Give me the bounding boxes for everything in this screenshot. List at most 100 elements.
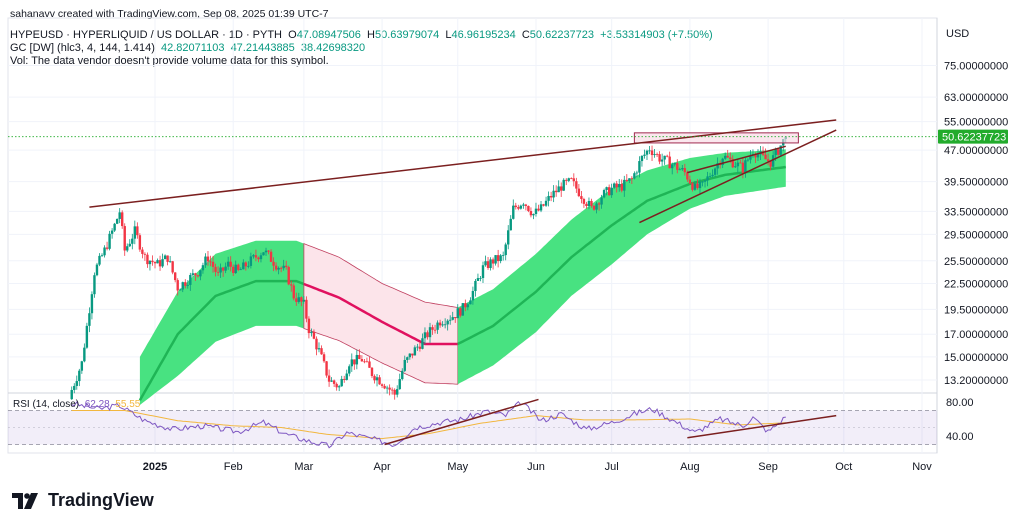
candle-body-down xyxy=(206,256,210,262)
candle-body-up xyxy=(350,359,353,367)
candle-body-down xyxy=(312,331,316,339)
candle-body-down xyxy=(214,266,217,272)
candle-body-up xyxy=(161,259,164,267)
candle-body-down xyxy=(229,261,232,267)
tradingview-logo[interactable]: TradingView xyxy=(12,490,154,511)
candle-body-up xyxy=(628,178,631,181)
candle-body-up xyxy=(479,278,482,279)
candle-body-up xyxy=(474,280,477,291)
candle-body-up xyxy=(771,155,775,167)
trendline xyxy=(639,129,837,224)
candle-body-up xyxy=(612,183,616,188)
tradingview-logo-icon xyxy=(12,492,38,509)
gc-upper-value: 47.21443885 xyxy=(230,42,295,54)
gc-basis-value: 42.82071103 xyxy=(161,42,225,54)
candle-body-up xyxy=(734,166,737,168)
low-value: 46.96195234 xyxy=(451,29,516,41)
gc-lower-value: 38.42698320 xyxy=(300,42,366,54)
candle-body-up xyxy=(489,259,492,268)
candle-body-up xyxy=(539,204,543,211)
candle-body-up xyxy=(779,145,782,155)
candle-body-up xyxy=(547,195,550,201)
candle-body-down xyxy=(615,183,618,188)
candle-body-down xyxy=(267,250,270,252)
candle-body-up xyxy=(623,179,626,191)
candle-body-up xyxy=(481,265,485,279)
candle-body-up xyxy=(522,204,525,206)
candle-body-down xyxy=(655,154,659,155)
gc-band xyxy=(138,149,786,405)
x-tick-label: Aug xyxy=(680,461,700,473)
candle-body-down xyxy=(665,155,669,157)
x-tick-label: Oct xyxy=(835,461,852,473)
candle-body-up xyxy=(466,304,470,308)
candle-body-down xyxy=(620,183,623,191)
y-tick-label: 39.50000000 xyxy=(944,177,1008,189)
candle-body-down xyxy=(216,271,220,273)
candle-body-down xyxy=(542,204,545,206)
overlays xyxy=(8,119,937,224)
rsi-legend[interactable]: RSI (14, close) 62.28 55.55 xyxy=(13,399,140,410)
candle-body-down xyxy=(390,389,394,391)
candle-body-up xyxy=(133,226,137,239)
candle-body-up xyxy=(179,289,182,291)
rsi-tick-label: 80.00 xyxy=(946,397,974,409)
candle-body-down xyxy=(514,205,517,208)
candle-body-down xyxy=(676,163,679,170)
candle-body-up xyxy=(716,163,719,169)
candle-body-up xyxy=(643,154,646,156)
high-label: H xyxy=(367,29,375,41)
candle-body-up xyxy=(128,243,131,247)
candle-body-up xyxy=(446,320,449,325)
candle-body-up xyxy=(436,322,439,330)
candle-body-down xyxy=(393,389,396,395)
candle-body-down xyxy=(570,178,573,180)
candle-body-up xyxy=(186,284,189,286)
gc-basis-bull xyxy=(457,165,786,346)
candle-body-up xyxy=(605,187,608,191)
candle-body-down xyxy=(459,308,462,316)
candle-body-down xyxy=(257,257,260,260)
open-label: O xyxy=(288,29,297,41)
y-tick-label: 19.50000000 xyxy=(944,304,1008,316)
gc-indicator-label[interactable]: GC [DW] (hlc3, 4, 144, 1.414) xyxy=(10,42,155,54)
candle-body-up xyxy=(441,324,444,326)
candle-body-up xyxy=(749,155,752,160)
candle-body-down xyxy=(625,179,629,181)
candle-body-up xyxy=(476,278,480,281)
candle-body-up xyxy=(355,354,359,365)
x-tick-label: May xyxy=(447,461,468,473)
y-tick-label: 75.00000000 xyxy=(944,61,1008,73)
candle-body-up xyxy=(746,159,750,161)
candle-body-down xyxy=(307,318,311,334)
candle-body-down xyxy=(194,273,197,276)
y-tick-label: 25.50000000 xyxy=(944,256,1008,268)
candle-body-down xyxy=(524,204,528,206)
candle-body-up xyxy=(736,162,740,167)
candle-body-down xyxy=(368,361,371,368)
candle-body-down xyxy=(741,162,745,173)
currency-label[interactable]: USD xyxy=(946,28,970,40)
symbol-name[interactable]: HYPEUSD · HYPERLIQUID / US DOLLAR · 1D ·… xyxy=(10,29,282,41)
candle-body-down xyxy=(683,168,687,173)
candle-body-up xyxy=(461,303,465,316)
candle-body-up xyxy=(85,325,89,348)
candle-body-down xyxy=(486,261,490,268)
brand-name: TradingView xyxy=(48,490,154,510)
close-label: C xyxy=(521,29,530,41)
candle-body-up xyxy=(247,265,250,267)
candle-body-down xyxy=(325,361,328,376)
candle-body-up xyxy=(600,197,603,205)
candle-body-up xyxy=(532,214,535,216)
y-tick-label: 17.00000000 xyxy=(944,329,1008,341)
symbol-line: HYPEUSD · HYPERLIQUID / US DOLLAR · 1D ·… xyxy=(10,29,713,41)
candle-body-down xyxy=(668,156,671,169)
candle-body-down xyxy=(769,161,772,167)
candle-body-up xyxy=(681,168,684,170)
candle-body-down xyxy=(232,266,235,274)
candle-body-up xyxy=(219,267,222,273)
candle-body-down xyxy=(565,179,568,181)
candle-body-up xyxy=(401,370,404,380)
